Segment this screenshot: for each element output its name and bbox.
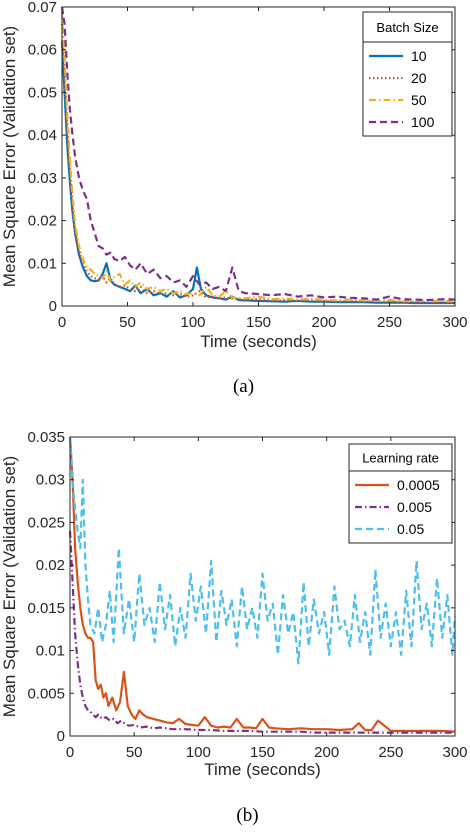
x-tick-label: 0 (58, 314, 66, 331)
legend-box (362, 11, 453, 137)
y-tick-label: 0.05 (28, 84, 57, 101)
legend-label-0.05: 0.05 (397, 521, 424, 537)
y-tick-label: 0.04 (28, 127, 57, 144)
series-line-10 (60, 41, 455, 305)
legend-label-0.0005: 0.0005 (397, 477, 440, 493)
x-tick-label: 200 (311, 314, 336, 331)
legend-label-10: 10 (411, 48, 427, 64)
figure-caption: (b) (236, 805, 258, 826)
legend-box (348, 443, 453, 544)
x-tick-label: 100 (186, 744, 211, 761)
series-line-0.005 (68, 530, 455, 734)
x-tick-label: 150 (246, 314, 271, 331)
y-tick-label: 0 (49, 298, 57, 315)
series-line-20 (60, 24, 455, 304)
x-tick-label: 300 (442, 314, 467, 331)
y-tick-label: 0 (57, 728, 65, 745)
x-tick-label: 100 (180, 314, 205, 331)
y-tick-label: 0.015 (27, 600, 65, 617)
x-tick-label: 0 (66, 744, 74, 761)
y-tick-label: 0.02 (28, 213, 57, 230)
legend-label-50: 50 (411, 92, 427, 108)
series-line-0.05 (68, 436, 457, 665)
series-line-50 (60, 11, 456, 303)
figure-caption: (a) (233, 376, 254, 397)
x-tick-label: 300 (442, 744, 467, 761)
y-axis-label: Mean Square Error (Validation set) (0, 26, 19, 287)
y-tick-label: 0.005 (27, 685, 65, 702)
legend: Batch Size 10 20 50 100 (362, 11, 453, 137)
legend-title: Learning rate (362, 451, 439, 466)
y-tick-label: 0.02 (36, 557, 65, 574)
y-tick-label: 0.07 (28, 0, 57, 16)
x-axis-label: Time (seconds) (204, 760, 321, 779)
y-tick-label: 0.06 (28, 42, 57, 59)
legend-title: Batch Size (376, 20, 438, 35)
chart-a: 0 50 100 150 200 250 300 0 0.01 0.02 0.03 0.04 0.05 0… (0, 0, 468, 397)
y-tick-label: 0.035 (27, 429, 65, 446)
x-tick-label: 250 (377, 314, 402, 331)
x-tick-label: 200 (314, 744, 339, 761)
legend-label-100: 100 (411, 114, 435, 130)
legend-label-0.005: 0.005 (397, 499, 432, 515)
legend: Learning rate 0.0005 0.005 0.05 (348, 443, 453, 544)
series-line-0.0005 (68, 436, 456, 733)
x-tick-label: 150 (250, 744, 275, 761)
series-line-100 (60, 6, 456, 302)
y-tick-label: 0.03 (36, 472, 65, 489)
y-tick-label: 0.01 (36, 643, 65, 660)
x-tick-label: 250 (378, 744, 403, 761)
y-tick-label: 0.025 (27, 514, 65, 531)
y-axis-label: Mean Square Error (Validation set) (0, 456, 19, 717)
y-tick-label: 0.03 (28, 170, 57, 187)
chart-b: 0 50 100 150 200 250 300 0 0.005 0.01 0.015 0.02 0.0… (0, 429, 468, 826)
legend-label-20: 20 (411, 70, 427, 86)
x-axis-label: Time (seconds) (200, 332, 317, 351)
x-tick-label: 50 (126, 744, 143, 761)
y-tick-label: 0.01 (28, 255, 57, 272)
x-tick-label: 50 (119, 314, 136, 331)
